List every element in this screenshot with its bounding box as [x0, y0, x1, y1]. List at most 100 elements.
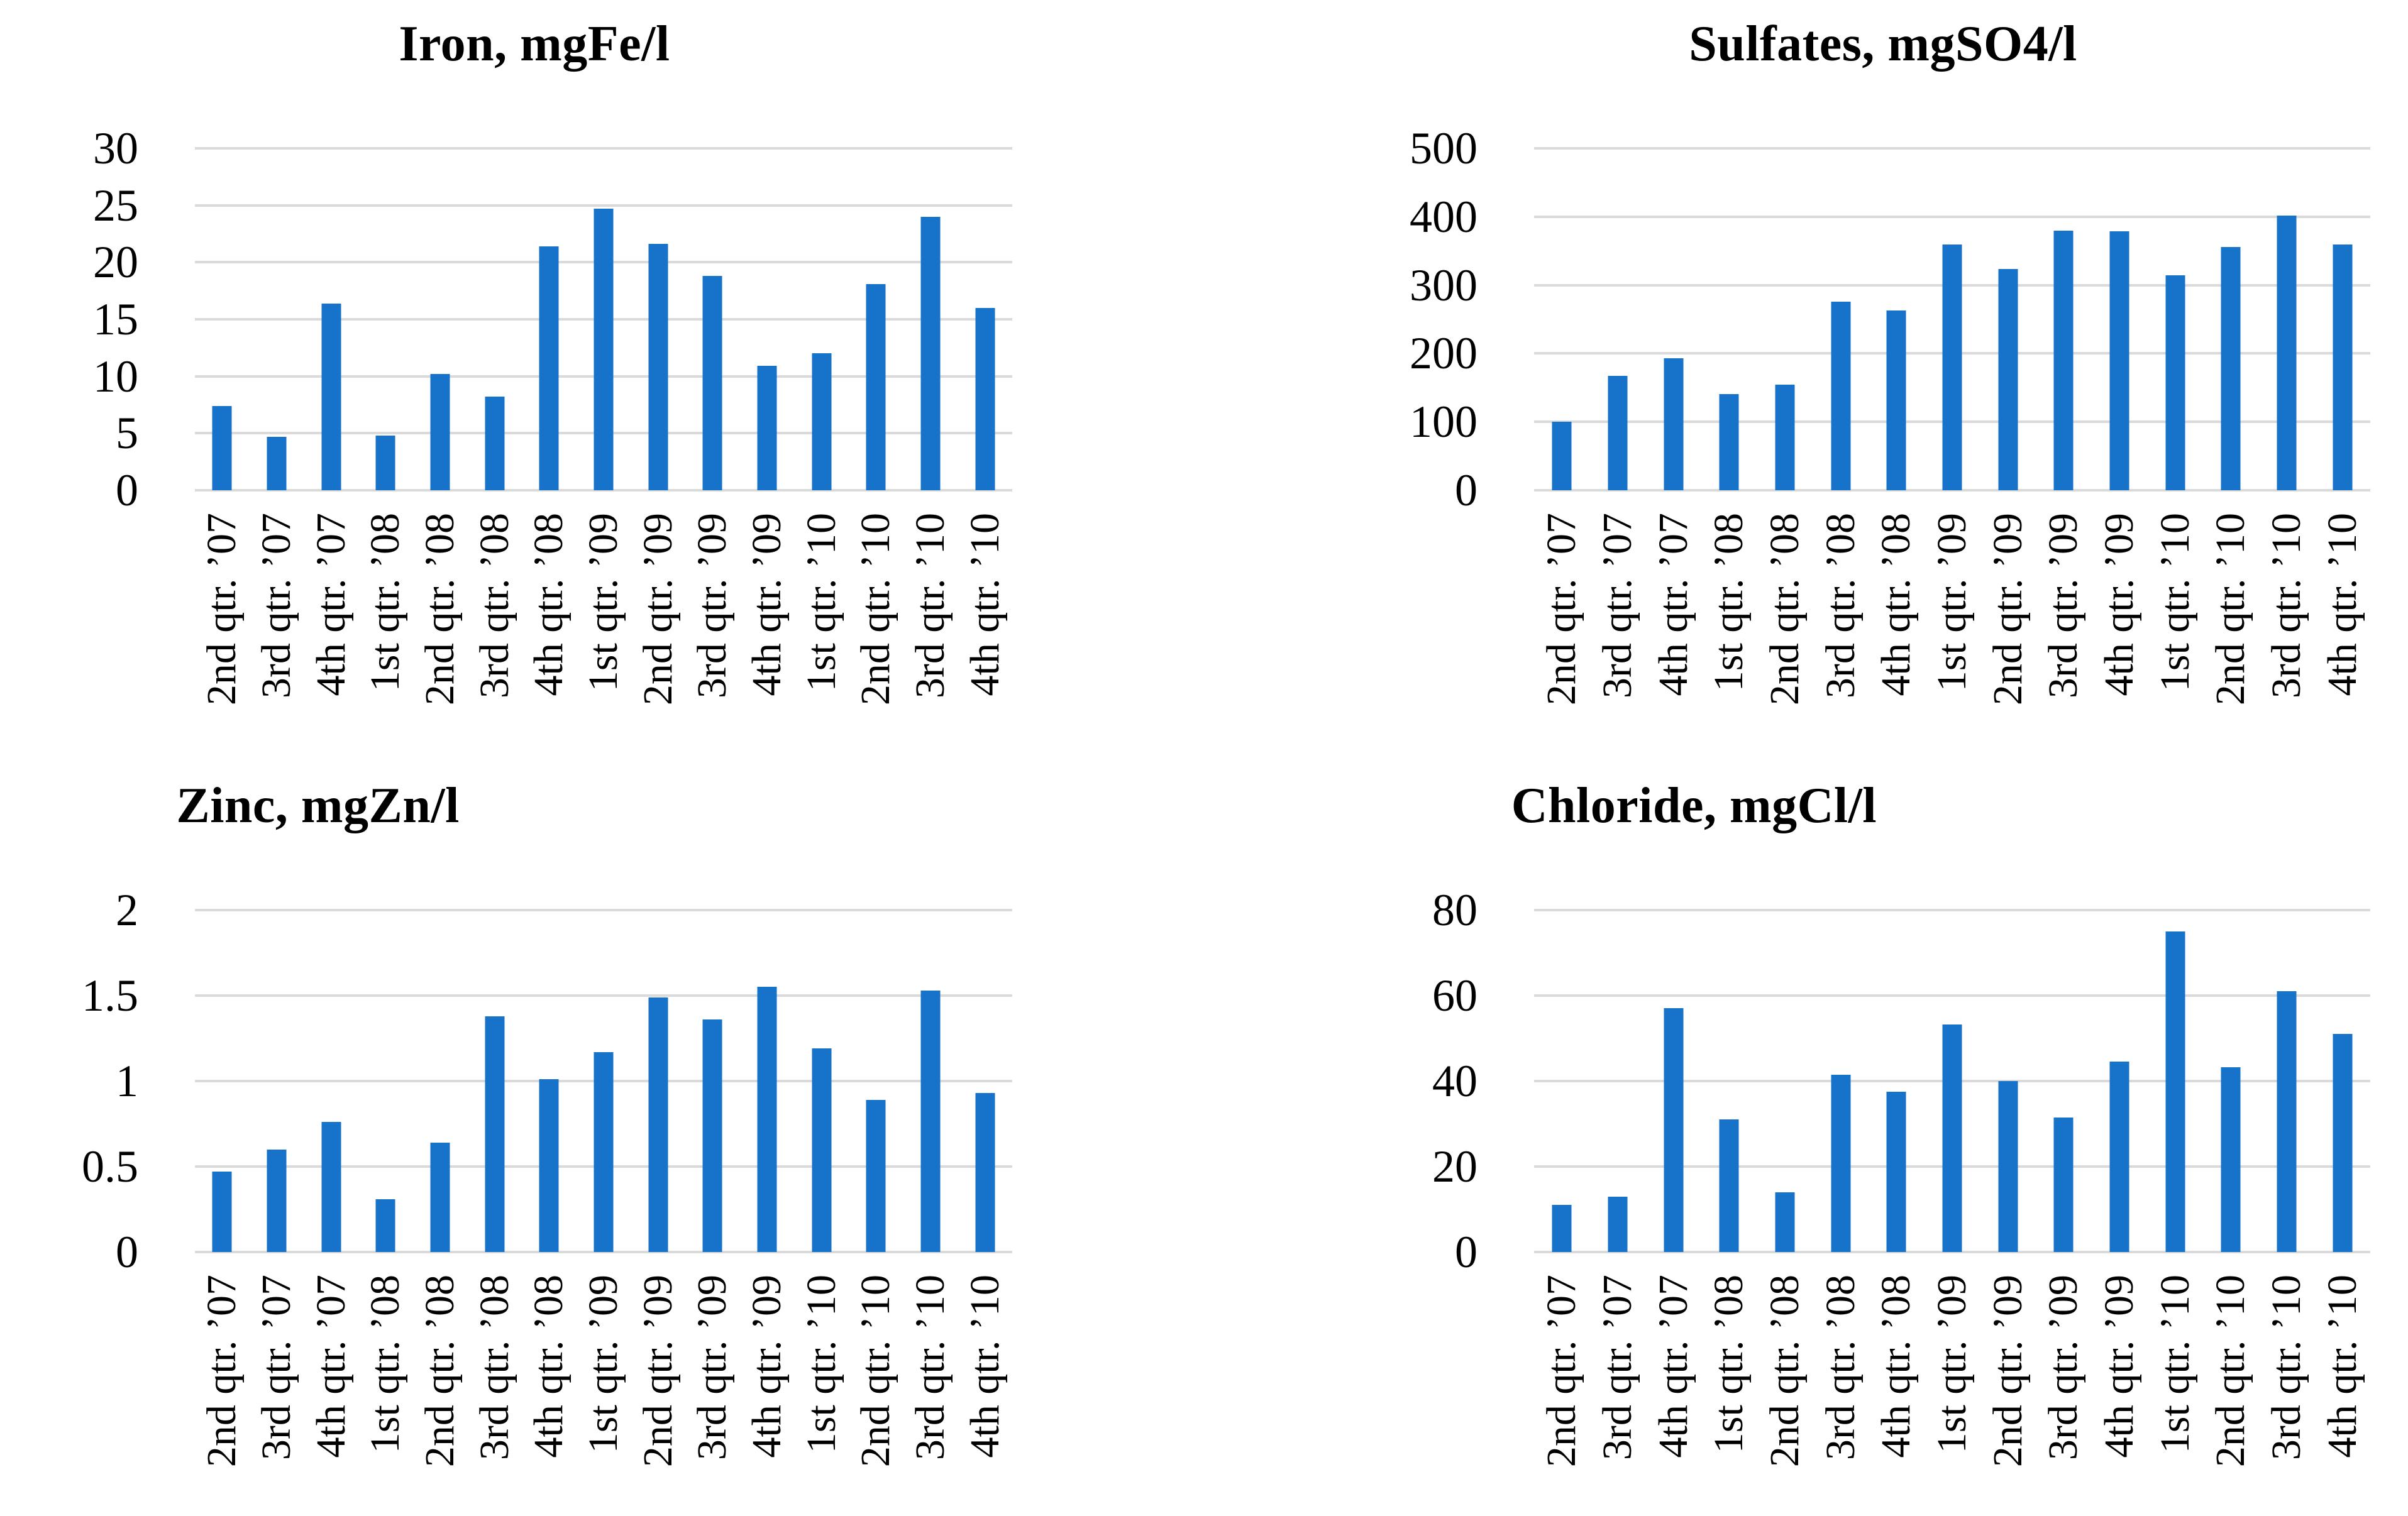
- plot-canvas: [1534, 147, 2370, 492]
- x-tick-slot: 2nd qtr. ’07: [195, 513, 250, 745]
- x-tick-slot: 4th qtr. ’07: [304, 1275, 358, 1507]
- bar: [2277, 215, 2297, 490]
- bar: [485, 397, 505, 490]
- x-tick-label: 4th qtr. ’07: [1650, 1275, 1696, 1458]
- x-tick-label: 2nd qtr. ’10: [853, 513, 899, 706]
- x-tick-slot: 3rd qtr. ’10: [2259, 1275, 2315, 1507]
- x-tick-slot: 3rd qtr. ’08: [1813, 513, 1869, 745]
- x-tick-label: 1st qtr. ’10: [798, 513, 844, 692]
- gridline: [195, 147, 1012, 150]
- y-tick-label: 300: [1410, 260, 1477, 310]
- bar: [702, 276, 722, 490]
- x-tick-slot: 1st qtr. ’08: [1701, 1275, 1757, 1507]
- x-tick-label: 2nd qtr. ’07: [199, 513, 245, 706]
- bar: [594, 1052, 614, 1252]
- bar: [1886, 310, 1906, 490]
- chart-title-sulfates: Sulfates, mgSO4/l: [1689, 16, 2077, 72]
- x-tick-label: 1st qtr. ’09: [580, 1275, 627, 1454]
- bar: [975, 1093, 995, 1252]
- bar: [920, 990, 941, 1252]
- x-tick-label: 3rd qtr. ’10: [907, 513, 954, 699]
- y-axis: 0 0.5 1 1.5 2: [19, 887, 170, 1275]
- bar: [1886, 1092, 1906, 1252]
- x-tick-slot: 1st qtr. ’08: [1701, 513, 1757, 745]
- x-axis: 2nd qtr. ’07 3rd qtr. ’07 4th qtr. ’07 1st …: [1534, 1275, 2370, 1507]
- y-tick-label: 1.5: [82, 970, 138, 1021]
- bar: [2053, 1117, 2074, 1252]
- y-tick-label: 30: [93, 123, 138, 173]
- y-tick-label: 0: [1455, 465, 1477, 515]
- bar: [1552, 422, 1572, 490]
- x-tick-slot: 2nd qtr. ’09: [631, 513, 685, 745]
- y-axis: 0 5 10 15 20 25 30: [19, 126, 170, 513]
- x-tick-label: 4th qtr. ’08: [1873, 513, 1919, 696]
- x-tick-label: 4th qtr. ’07: [1650, 513, 1696, 696]
- x-tick-slot: 2nd qtr. ’10: [2203, 513, 2259, 745]
- bar: [321, 1122, 341, 1252]
- x-tick-label: 1st qtr. ’09: [1929, 1275, 1975, 1454]
- x-tick-label: 1st qtr. ’10: [798, 1275, 844, 1454]
- bar: [485, 1016, 505, 1252]
- x-tick-label: 3rd qtr. ’09: [689, 1275, 736, 1461]
- x-tick-slot: 1st qtr. ’09: [577, 1275, 631, 1507]
- x-tick-slot: 4th qtr. ’08: [1869, 513, 1925, 745]
- y-tick-label: 0.5: [82, 1141, 138, 1192]
- x-tick-slot: 1st qtr. ’10: [794, 513, 849, 745]
- plot-row: 0 100 200 300 400 500: [1358, 126, 2408, 513]
- y-tick-label: 100: [1410, 397, 1477, 448]
- bar: [2165, 931, 2185, 1252]
- gridline: [195, 489, 1012, 492]
- bar: [594, 209, 614, 490]
- y-tick-label: 40: [1432, 1056, 1477, 1106]
- bar: [866, 283, 886, 490]
- x-tick-label: 3rd qtr. ’07: [1594, 513, 1641, 699]
- x-tick-slot: 3rd qtr. ’07: [1590, 513, 1646, 745]
- y-tick-label: 80: [1432, 885, 1477, 935]
- x-tick-slot: 2nd qtr. ’07: [1534, 1275, 1590, 1507]
- y-tick-label: 200: [1410, 328, 1477, 379]
- x-tick-slot: 3rd qtr. ’08: [467, 513, 522, 745]
- x-tick-label: 4th qtr. ’07: [307, 1275, 354, 1458]
- x-tick-label: 4th qtr. ’08: [526, 1275, 572, 1458]
- bar: [702, 1019, 722, 1252]
- x-tick-label: 1st qtr. ’09: [580, 513, 627, 692]
- x-tick-label: 3rd qtr. ’07: [1594, 1275, 1641, 1461]
- y-tick-label: 10: [93, 351, 138, 402]
- y-tick-label: 15: [93, 294, 138, 344]
- x-tick-slot: 1st qtr. ’09: [1925, 513, 1980, 745]
- x-tick-label: 1st qtr. ’09: [1929, 513, 1975, 692]
- x-tick-slot: 2nd qtr. ’10: [2203, 1275, 2259, 1507]
- x-tick-slot: 2nd qtr. ’08: [1757, 513, 1813, 745]
- bar: [1942, 244, 1962, 490]
- chart-chloride: Chloride, mgCl/l 0 20 40 60 80 2nd qtr. ’07 3…: [1358, 768, 2408, 1516]
- bar: [267, 1149, 287, 1252]
- x-tick-slot: 4th qtr. ’09: [740, 1275, 795, 1507]
- y-tick-label: 0: [116, 465, 138, 515]
- x-tick-slot: 4th qtr. ’08: [522, 1275, 577, 1507]
- y-tick-label: 0: [1455, 1227, 1477, 1277]
- chart-sulfates: Sulfates, mgSO4/l 0 100 200 300 400 500 2nd q…: [1358, 6, 2408, 754]
- x-tick-label: 3rd qtr. ’08: [1817, 513, 1864, 699]
- bar: [212, 405, 232, 490]
- x-tick-label: 4th qtr. ’10: [961, 1275, 1008, 1458]
- x-tick-label: 4th qtr. ’09: [2096, 1275, 2143, 1458]
- x-tick-label: 3rd qtr. ’07: [253, 513, 300, 699]
- bar: [2165, 275, 2185, 490]
- plot-canvas: [1534, 909, 2370, 1253]
- x-tick-slot: 2nd qtr. ’09: [1980, 1275, 2036, 1507]
- x-tick-slot: 4th qtr. ’09: [2092, 513, 2148, 745]
- chart-title-iron: Iron, mgFe/l: [399, 16, 670, 72]
- x-axis: 2nd qtr. ’07 3rd qtr. ’07 4th qtr. ’07 1st …: [195, 513, 1012, 745]
- bar: [812, 353, 832, 490]
- chart-title-zinc: Zinc, mgZn/l: [176, 778, 460, 833]
- x-tick-label: 1st qtr. ’08: [362, 1275, 409, 1454]
- bar: [212, 1172, 232, 1252]
- x-tick-label: 2nd qtr. ’08: [1762, 513, 1808, 706]
- bar: [430, 1142, 450, 1252]
- y-tick-label: 5: [116, 408, 138, 459]
- x-tick-label: 2nd qtr. ’08: [417, 1275, 463, 1468]
- x-tick-slot: 3rd qtr. ’10: [2259, 513, 2315, 745]
- x-tick-slot: 3rd qtr. ’09: [685, 513, 740, 745]
- x-tick-slot: 1st qtr. ’10: [2147, 1275, 2203, 1507]
- plot-row: 0 20 40 60 80: [1358, 887, 2408, 1275]
